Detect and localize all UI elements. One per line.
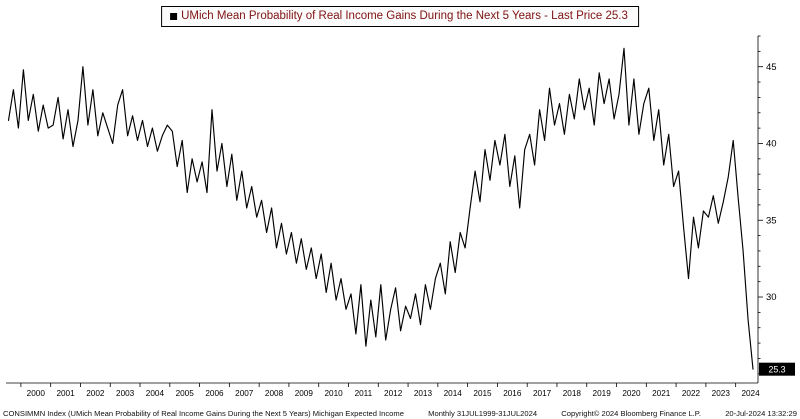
last-price-label: 25.3 <box>768 364 785 374</box>
chart-title: UMich Mean Probability of Real Income Ga… <box>181 10 628 22</box>
x-tick-label: 2017 <box>533 389 552 398</box>
x-tick-label: 2010 <box>324 389 343 398</box>
y-tick-label: 30 <box>766 292 777 303</box>
y-tick-label: 45 <box>766 62 777 73</box>
x-tick-label: 2022 <box>682 389 701 398</box>
x-tick-label: 2013 <box>414 389 433 398</box>
x-tick-label: 2016 <box>503 389 522 398</box>
x-tick-label: 2009 <box>295 389 314 398</box>
x-tick-label: 2015 <box>473 389 492 398</box>
chart-footer: CONSIMMN Index (UMich Mean Probability o… <box>0 409 800 418</box>
x-tick-label: 2019 <box>593 389 612 398</box>
x-tick-label: 2021 <box>652 389 671 398</box>
price-line <box>7 47 754 370</box>
x-tick-label: 2000 <box>27 389 46 398</box>
last-price-badge <box>759 362 795 376</box>
x-tick-label: 2003 <box>116 389 135 398</box>
x-tick-label: 2024 <box>741 389 760 398</box>
y-tick-label: 40 <box>766 139 777 150</box>
x-tick-label: 2020 <box>622 389 641 398</box>
x-tick-label: 2004 <box>146 389 165 398</box>
x-tick-label: 2018 <box>563 389 582 398</box>
x-tick-label: 2006 <box>205 389 224 398</box>
footer-security-text: CONSIMMN Index (UMich Mean Probability o… <box>3 409 404 418</box>
footer-periodicity: Monthly 31JUL1999-31JUL2024 <box>428 409 538 418</box>
x-tick-label: 2001 <box>56 389 75 398</box>
x-tick-label: 2008 <box>265 389 284 398</box>
x-tick-label: 2002 <box>86 389 105 398</box>
footer-timestamp: 20-Jul-2024 13:32:29 <box>725 409 797 418</box>
series-legend-square-icon <box>170 12 178 20</box>
x-tick-label: 2011 <box>355 389 373 398</box>
y-tick-label: 35 <box>766 215 777 226</box>
x-tick-label: 2023 <box>712 389 731 398</box>
x-tick-label: 2005 <box>176 389 195 398</box>
x-tick-label: 2012 <box>384 389 403 398</box>
chart-title-box: UMich Mean Probability of Real Income Ga… <box>161 6 639 27</box>
x-tick-label: 2007 <box>235 389 254 398</box>
x-tick-label: 2014 <box>444 389 463 398</box>
footer-copyright: Copyright© 2024 Bloomberg Finance L.P. <box>561 409 701 418</box>
